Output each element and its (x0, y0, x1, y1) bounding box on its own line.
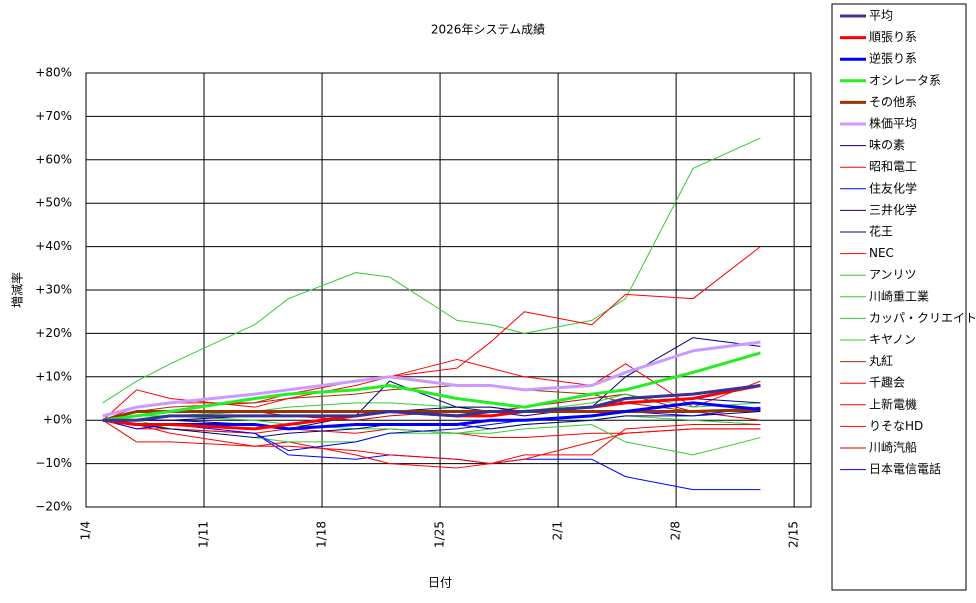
legend-label: 逆張り系 (869, 51, 917, 66)
legend-label: カッパ・クリエイト (869, 311, 976, 325)
legend-label: アンリツ (869, 268, 917, 282)
legend-label: 株価平均 (869, 116, 917, 131)
x-axis-label: 日付 (428, 576, 452, 590)
y-tick-label: +20% (35, 326, 72, 340)
x-tick-label: 2/15 (787, 521, 801, 548)
series-line (102, 383, 761, 422)
legend-label: 丸紅 (869, 354, 893, 368)
legend-label: 順張り系 (869, 30, 917, 44)
y-tick-label: +70% (35, 109, 72, 123)
series-line (102, 419, 761, 465)
y-tick-label: −20% (35, 500, 72, 514)
legend-label: 日本電信電話 (869, 461, 941, 476)
legend-label: 上新電機 (869, 396, 917, 411)
legend-label: 川崎汽船 (869, 440, 917, 455)
legend-label: オシレータ系 (869, 73, 941, 87)
y-axis-label: 増減率 (10, 272, 25, 308)
x-tick-label: 1/11 (197, 521, 211, 548)
y-tick-label: +80% (35, 66, 72, 80)
y-tick-label: +30% (35, 283, 72, 297)
series-line (102, 419, 761, 469)
x-tick-label: 1/4 (79, 521, 93, 540)
x-tick-label: 1/18 (315, 521, 329, 548)
chart-title: 2026年システム成績 (431, 23, 545, 37)
legend-label: 三井化学 (869, 202, 917, 217)
y-tick-label: +0% (43, 413, 72, 427)
legend-label: その他系 (869, 95, 917, 109)
legend-label: 平均 (869, 9, 893, 23)
y-tick-label: −10% (35, 456, 72, 470)
legend-label: 味の素 (869, 138, 905, 152)
legend-label: NEC (869, 246, 894, 260)
series-line (102, 337, 761, 430)
y-tick-label: +50% (35, 196, 72, 210)
series-line (102, 351, 761, 422)
x-tick-label: 1/25 (433, 521, 447, 548)
x-tick-label: 2/8 (669, 521, 683, 540)
legend-label: 住友化学 (869, 180, 917, 195)
legend-label: りそなHD (869, 419, 923, 433)
x-tick-label: 2/1 (551, 521, 565, 540)
y-tick-label: +40% (35, 239, 72, 253)
legend-label: 昭和電工 (869, 160, 917, 174)
series-line (102, 340, 761, 418)
y-tick-label: +60% (35, 152, 72, 166)
legend-label: キヤノン (869, 333, 916, 347)
legend-label: 川崎重工業 (869, 289, 929, 303)
series-line (102, 137, 761, 404)
legend-label: 花王 (869, 224, 893, 239)
series-line (102, 419, 761, 439)
legend-label: 千趣会 (869, 375, 905, 390)
y-tick-label: +10% (35, 369, 72, 383)
